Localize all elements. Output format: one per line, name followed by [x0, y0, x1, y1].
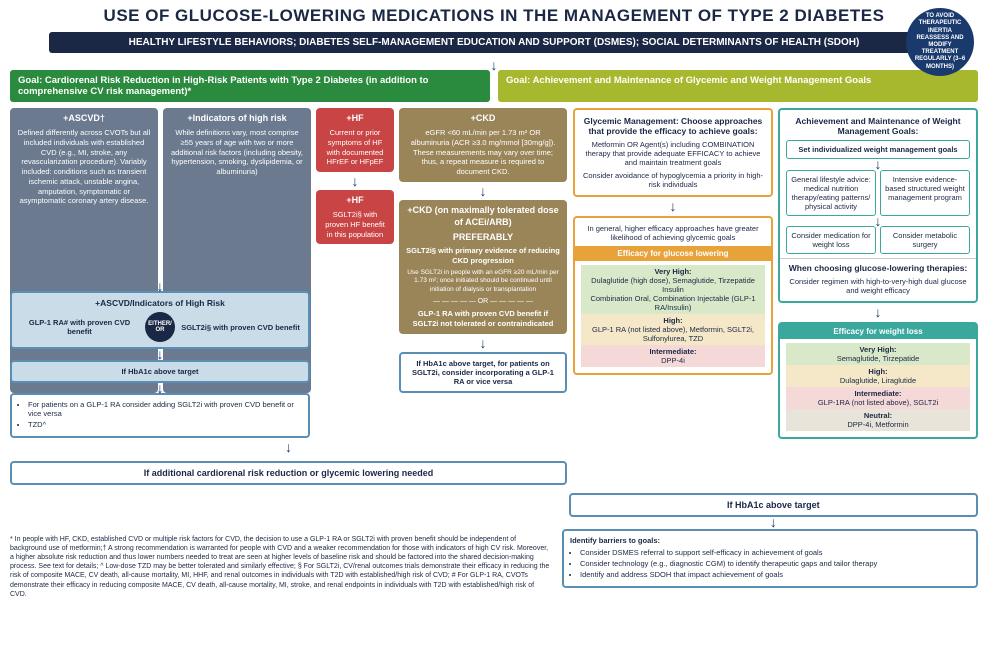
- goal-cardiorenal: Goal: Cardiorenal Risk Reduction in High…: [10, 70, 490, 102]
- right-column: Glycemic Management: Choose approaches t…: [573, 108, 978, 484]
- hf-sglt2i-box: +HFSGLT2i§ with proven HF benefit in thi…: [316, 190, 394, 244]
- either-or-badge: EITHER/ OR: [145, 312, 175, 342]
- page-title: USE OF GLUCOSE-LOWERING MEDICATIONS IN T…: [10, 6, 978, 26]
- goal-glycemic-weight: Goal: Achievement and Maintenance of Gly…: [498, 70, 978, 102]
- left-column: +ASCVD†Defined differently across CVOTs …: [10, 108, 567, 484]
- footnote: * In people with HF, CKD, established CV…: [10, 535, 550, 599]
- reassess-badge: TO AVOID THERAPEUTIC INERTIA REASSESS AN…: [906, 8, 974, 76]
- glucose-efficacy-box: In general, higher efficacy approaches h…: [573, 216, 773, 375]
- lifestyle-banner: HEALTHY LIFESTYLE BEHAVIORS; DIABETES SE…: [49, 32, 940, 53]
- glycemic-panel: Glycemic Management: Choose approaches t…: [573, 108, 773, 484]
- ckd-treatment-box: +CKD (on maximally tolerated dose of ACE…: [399, 200, 567, 333]
- ascvd-risk-combined: +ASCVD/Indicators of High Risk GLP-1 RA#…: [10, 291, 310, 349]
- bullets-box: For patients on a GLP-1 RA consider addi…: [10, 393, 310, 438]
- ckd-hba1c-box: If HbA1c above target, for patients on S…: [399, 352, 567, 393]
- barriers-box: Identify barriers to goals: Consider DSM…: [562, 529, 978, 588]
- main-content: +ASCVD†Defined differently across CVOTs …: [10, 108, 978, 484]
- additional-reduction-box: If additional cardiorenal risk reduction…: [10, 461, 567, 485]
- hf-column: +HFCurrent or prior symptoms of HF with …: [316, 108, 394, 393]
- arrow-down: ↓: [10, 61, 978, 69]
- goals-row: Goal: Cardiorenal Risk Reduction in High…: [10, 70, 978, 102]
- ckd-column: +CKDeGFR <60 mL/min per 1.73 m² OR album…: [399, 108, 567, 393]
- weight-panel: Achievement and Maintenance of Weight Ma…: [778, 108, 978, 484]
- hf-box: +HFCurrent or prior symptoms of HF with …: [316, 108, 394, 172]
- ckd-box: +CKDeGFR <60 mL/min per 1.73 m² OR album…: [399, 108, 567, 181]
- weight-efficacy-box: Efficacy for weight loss Very High:Semag…: [778, 322, 978, 439]
- ascvd-risk-pathway: ↓ +ASCVD/Indicators of High Risk GLP-1 R…: [10, 281, 310, 438]
